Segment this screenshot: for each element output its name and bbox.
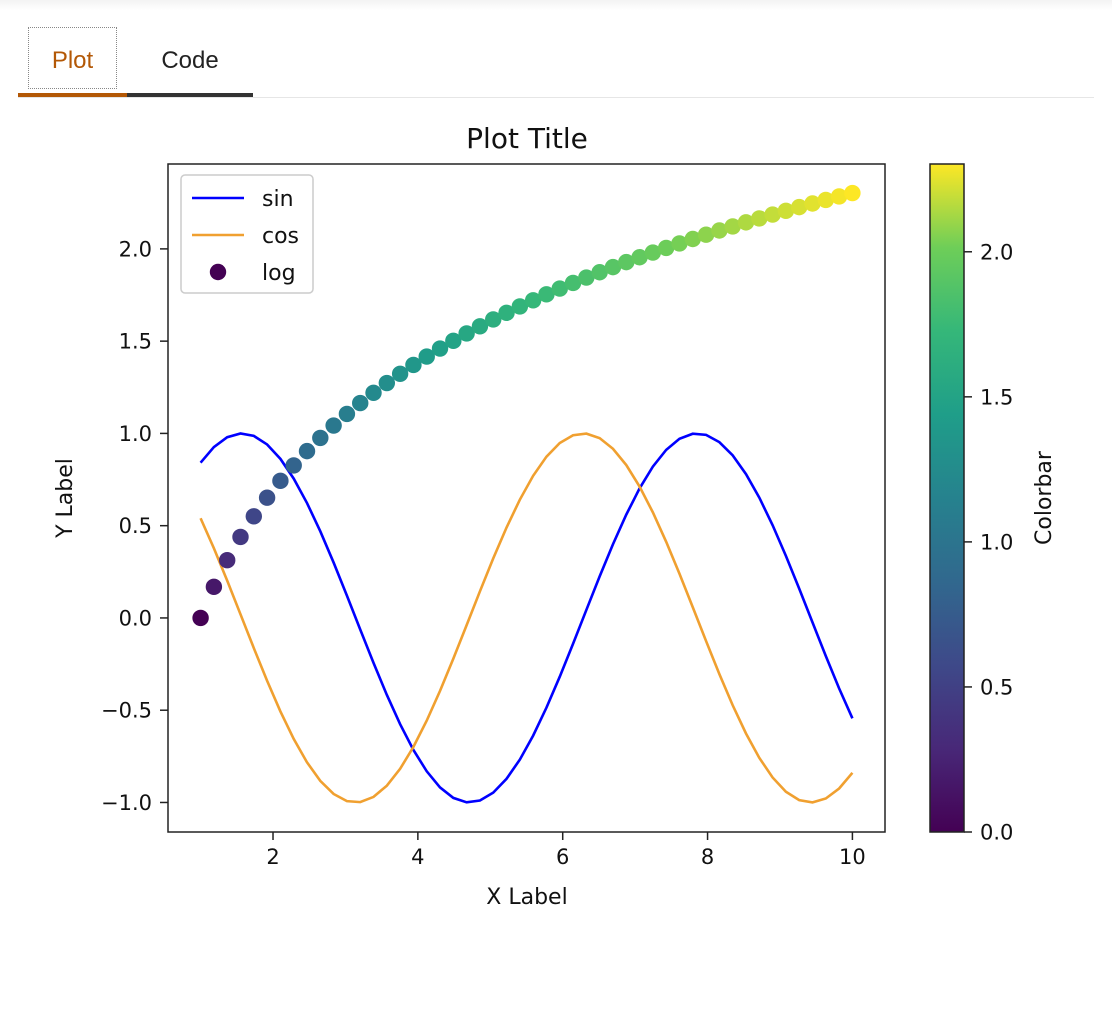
chart-title: Plot Title [466, 122, 588, 155]
x-tick-label: 6 [556, 845, 569, 869]
scatter-point-log-35 [657, 239, 675, 257]
scatter-point-log-43 [764, 206, 781, 223]
y-tick-label: 1.0 [119, 422, 152, 446]
scatter-point-log-9 [312, 429, 329, 447]
scatter-point-log-3 [232, 528, 249, 546]
tab-bar: Plot Code [18, 26, 1094, 98]
plot-frame [167, 163, 886, 833]
scatter-point-log-18 [431, 340, 449, 357]
scatter-point-log-27 [551, 280, 568, 297]
scatter-point-log-12 [352, 394, 369, 412]
scatter-point-log-17 [418, 348, 435, 365]
colorbar-tick-label: 1.0 [980, 530, 1013, 554]
scatter-point-log-20 [458, 325, 475, 342]
series-line-sin [199, 432, 854, 804]
scatter-point-log-47 [817, 191, 834, 209]
scatter-point-log-32 [618, 253, 635, 271]
scatter-point-log-23 [498, 304, 515, 322]
scatter-point-log-6 [272, 472, 289, 490]
colorbar: 0.0 0.5 1.0 1.5 2.0 [929, 163, 1013, 845]
tab-plot-underline [18, 93, 127, 97]
y-tick-label: 1.5 [119, 330, 152, 354]
scatter-point-log-0 [192, 609, 209, 627]
y-tick-label: 0.5 [119, 514, 152, 538]
scatter-point-log-10 [325, 417, 342, 434]
scatter-point-log-15 [391, 365, 409, 382]
scatter-point-log-31 [604, 258, 622, 276]
tab-code[interactable]: Code [127, 26, 253, 96]
scatter-point-log-13 [365, 384, 382, 401]
y-tick-label: −0.5 [101, 699, 152, 723]
tab-plot-label: Plot [51, 47, 94, 74]
y-tick-label: 2.0 [119, 237, 152, 261]
x-tick-label: 10 [839, 845, 866, 869]
scatter-point-log-21 [471, 318, 489, 335]
scatter-point-log-48 [830, 188, 848, 205]
scatter-point-log-34 [644, 244, 662, 261]
colorbar-tick-label: 0.5 [980, 675, 1013, 699]
scatter-point-log-14 [378, 374, 396, 392]
legend-label-log: log [262, 261, 296, 286]
colorbar-gradient [929, 163, 965, 833]
scatter-point-log-36 [671, 235, 688, 252]
series-line-cos [199, 432, 854, 804]
scatter-point-log-41 [737, 214, 755, 231]
legend: sin cos log [180, 174, 314, 294]
scatter-point-log-39 [711, 222, 728, 239]
colorbar-tick-label: 1.5 [980, 385, 1013, 409]
legend-marker-log [209, 263, 227, 281]
x-tick-label: 8 [701, 845, 714, 869]
x-tick-label: 4 [411, 845, 424, 869]
scatter-point-log-7 [285, 457, 302, 474]
scatter-point-log-28 [564, 274, 582, 292]
legend-label-sin: sin [262, 187, 294, 212]
scatter-point-log-8 [298, 442, 316, 460]
scatter-point-log-25 [524, 292, 542, 309]
scatter-point-log-26 [538, 286, 555, 303]
tab-code-label: Code [161, 47, 219, 74]
scatter-point-log-19 [445, 332, 462, 350]
scatter-point-log-38 [697, 226, 715, 243]
scatter-point-log-40 [724, 218, 741, 235]
legend-label-cos: cos [262, 224, 299, 249]
scatter-point-log-11 [338, 405, 356, 423]
colorbar-tick-label: 2.0 [980, 240, 1013, 264]
tab-plot[interactable]: Plot [18, 26, 127, 96]
scatter-point-log-29 [578, 269, 595, 286]
plot-area [192, 184, 861, 804]
tab-code-underline [127, 93, 253, 97]
y-tick-label: −1.0 [101, 791, 152, 815]
scatter-point-log-4 [245, 508, 262, 525]
scatter-point-log-16 [405, 356, 422, 374]
scatter-point-log-30 [591, 264, 608, 281]
scatter-point-log-22 [485, 311, 502, 328]
window-top-strip [0, 0, 1112, 10]
y-tick-label: 0.0 [119, 606, 152, 630]
colorbar-label: Colorbar [1032, 450, 1057, 545]
tab-plot-focus-ring [28, 27, 117, 89]
y-axis-label: Y Label [53, 458, 78, 539]
scatter-point-log-37 [684, 230, 701, 248]
x-axis-label: X Label [486, 885, 567, 910]
scatter-point-log-42 [751, 210, 768, 227]
scatter-point-log-44 [777, 202, 795, 220]
colorbar-tick-label: 0.0 [980, 821, 1013, 845]
scatter-point-log-45 [791, 198, 808, 216]
scatter-point-log-49 [844, 184, 861, 202]
scatter-point-log-5 [258, 489, 276, 506]
scatter-point-log-1 [205, 578, 223, 596]
x-tick-label: 2 [266, 845, 279, 869]
figure: Plot Title X Label Y Label sin cos log 0.0… [0, 98, 1112, 962]
scatter-point-log-24 [511, 298, 529, 315]
chart-svg: Plot Title X Label Y Label sin cos log 0.0… [53, 122, 1057, 910]
legend-box [180, 174, 314, 294]
scatter-point-log-33 [631, 249, 648, 266]
scatter-point-log-2 [219, 552, 236, 569]
scatter-point-log-46 [804, 195, 821, 212]
